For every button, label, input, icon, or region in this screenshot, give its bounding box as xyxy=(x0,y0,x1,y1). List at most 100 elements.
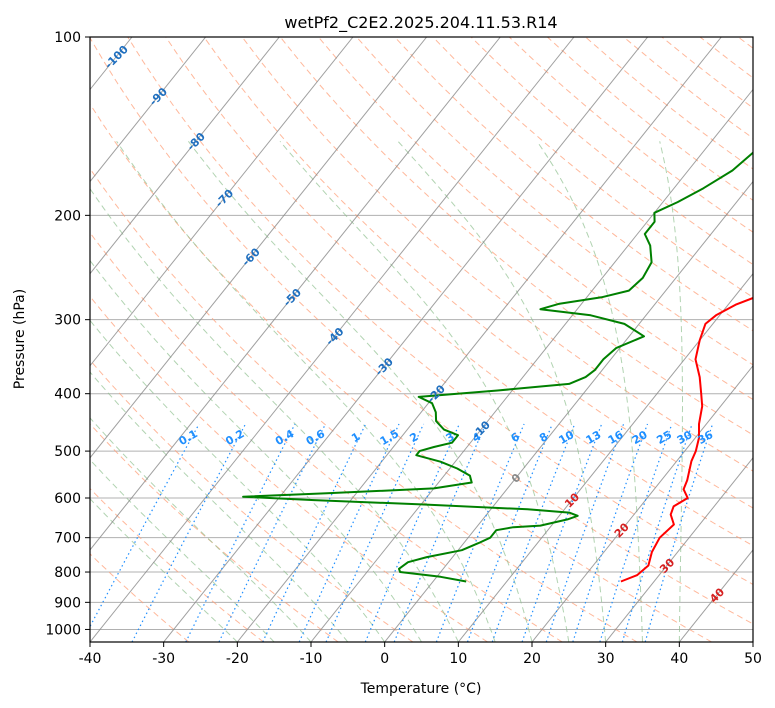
mixing-ratio-label: 0.6 xyxy=(304,427,328,448)
mixing-ratio-line xyxy=(393,423,487,642)
mixing-ratio-lines xyxy=(90,423,714,642)
dry-adiabat xyxy=(394,37,753,332)
isotherm xyxy=(531,364,753,642)
x-tick-label: 50 xyxy=(744,651,762,667)
moist-adiabat xyxy=(90,187,459,642)
dry-adiabat xyxy=(165,37,753,547)
mixing-ratio-line xyxy=(218,423,327,642)
plot-frame xyxy=(89,36,754,643)
moist-adiabat xyxy=(659,141,683,642)
dry-adiabat xyxy=(432,37,753,298)
mixing-ratio-label: 25 xyxy=(654,428,674,447)
x-tick-label: 20 xyxy=(523,651,541,667)
isotherm-label: -40 xyxy=(323,325,346,348)
isotherm xyxy=(310,88,753,642)
mixing-ratio-line xyxy=(298,423,400,642)
x-tick-label: -30 xyxy=(152,651,175,667)
x-tick-label: 10 xyxy=(449,651,467,667)
x-tick-label: -10 xyxy=(300,651,323,667)
isotherm xyxy=(605,457,753,642)
chart-title: wetPf2_C2E2.2025.204.11.53.R14 xyxy=(284,13,557,33)
isotherm xyxy=(0,37,58,642)
y-tick-label: 900 xyxy=(54,595,81,611)
mixing-ratio-label: 20 xyxy=(630,428,650,447)
dry-adiabat xyxy=(90,103,712,642)
moist-adiabat xyxy=(397,140,607,642)
isotherm xyxy=(90,37,501,551)
moist-adiabat xyxy=(90,371,349,642)
y-tick-label: 1000 xyxy=(45,622,81,638)
moist-adiabat xyxy=(90,259,422,642)
isotherm-label: 30 xyxy=(657,556,677,576)
mixing-ratio-line xyxy=(545,423,625,642)
mixing-ratio-line xyxy=(644,423,714,642)
dry-adiabat xyxy=(241,37,753,472)
dry-adiabat xyxy=(508,37,753,233)
moist-adiabat xyxy=(279,140,570,642)
plot-area: 0.1 0.2 0.4 0.6 1 1.5 2 3 4 6 8 10 13 16 20 25 30 36-100-… xyxy=(0,37,753,642)
y-tick-label: 800 xyxy=(54,565,81,581)
dry-adiabats xyxy=(90,37,753,642)
dry-adiabat xyxy=(90,167,638,642)
dry-adiabat xyxy=(318,37,753,401)
line-labels: 0.1 0.2 0.4 0.6 1 1.5 2 3 4 6 8 10 13 16 20 25 30 36-100-… xyxy=(102,43,727,606)
isotherm xyxy=(236,37,722,642)
mixing-ratio-label: 1.5 xyxy=(378,427,401,448)
y-tick-label: 600 xyxy=(54,491,81,507)
x-tick-label: -20 xyxy=(226,651,249,667)
dry-adiabat xyxy=(90,487,264,642)
moist-adiabat xyxy=(90,459,275,642)
y-axis-title: Pressure (hPa) xyxy=(12,289,28,389)
x-tick-label: -40 xyxy=(79,651,102,667)
isotherm xyxy=(457,272,753,642)
dry-adiabat xyxy=(203,37,753,509)
y-tick-label: 500 xyxy=(54,444,81,460)
mixing-ratio-line xyxy=(466,423,553,642)
profile-series xyxy=(242,151,753,583)
mixing-ratio-label: 0.4 xyxy=(273,427,297,448)
mixing-ratio-label: 16 xyxy=(606,428,626,447)
dry-adiabat xyxy=(90,37,753,625)
isotherms xyxy=(0,37,753,642)
isotherm-label: -50 xyxy=(281,286,304,309)
y-tick-label: 200 xyxy=(54,208,81,224)
isotherm xyxy=(90,37,354,367)
y-tick-label: 700 xyxy=(54,531,81,547)
mixing-ratio-label: 30 xyxy=(675,428,695,447)
isotherm xyxy=(384,180,753,642)
y-tick-label: 100 xyxy=(54,30,81,46)
isotherm-label: -90 xyxy=(147,85,170,108)
isotherm-label: -80 xyxy=(185,130,208,153)
isotherm-label: -100 xyxy=(102,43,131,72)
moist-adiabat xyxy=(536,141,643,642)
isotherm-label: -60 xyxy=(240,245,263,268)
dry-adiabat xyxy=(90,423,339,642)
y-tick-label: 300 xyxy=(54,313,81,329)
x-axis: -40 -30 -20 -10 0 10 20 30 40 50 xyxy=(79,642,762,667)
mixing-ratio-line xyxy=(185,423,296,642)
dry-adiabat xyxy=(356,37,753,366)
isotherm-label: -70 xyxy=(213,187,236,210)
mixing-ratio-line xyxy=(491,423,576,642)
mixing-ratio-line xyxy=(90,423,200,628)
x-tick-label: 30 xyxy=(597,651,615,667)
mixing-ratio-line xyxy=(572,423,649,642)
dewpoint-line xyxy=(242,151,753,583)
moist-adiabats xyxy=(90,140,683,642)
moist-adiabat xyxy=(90,417,312,642)
mixing-ratio-line xyxy=(262,423,367,642)
mixing-ratio-label: 1 xyxy=(349,430,362,445)
moist-adiabat xyxy=(188,140,533,642)
mixing-ratio-line xyxy=(621,423,693,642)
isotherm xyxy=(90,37,280,275)
mixing-ratio-label: 3 xyxy=(444,430,457,445)
mixing-ratio-line xyxy=(364,423,460,642)
x-axis-title: Temperature (°C) xyxy=(360,681,482,697)
mixing-ratio-line xyxy=(131,423,247,642)
isotherm-label: -30 xyxy=(373,355,396,378)
isotherm xyxy=(678,549,753,642)
mixing-ratio-line xyxy=(599,423,673,642)
mixing-ratio-label: 13 xyxy=(584,428,604,447)
dry-adiabat xyxy=(547,37,753,201)
